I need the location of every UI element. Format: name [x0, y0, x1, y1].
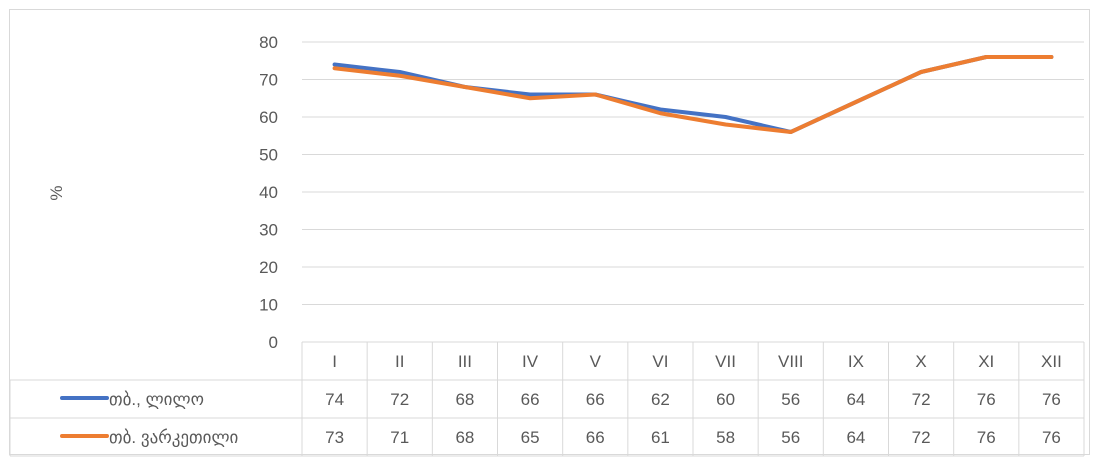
- x-category-label: III: [458, 352, 472, 371]
- x-category-label: VI: [652, 352, 668, 371]
- y-tick-label: 80: [259, 33, 278, 52]
- y-tick-labels: 0 10 20 30 40 50 60 70 80: [259, 33, 278, 352]
- data-table-value: 73: [325, 428, 344, 447]
- data-table-value: 65: [521, 428, 540, 447]
- x-category-label: X: [915, 352, 926, 371]
- x-category-label: IX: [848, 352, 864, 371]
- x-category-label: IV: [522, 352, 539, 371]
- data-table-value: 61: [651, 428, 670, 447]
- data-table-value: 56: [781, 428, 800, 447]
- data-table-value: 76: [1042, 428, 1061, 447]
- data-table-value: 62: [651, 390, 670, 409]
- data-table-value: 58: [716, 428, 735, 447]
- data-table-value: 71: [390, 428, 409, 447]
- x-category-label: I: [332, 352, 337, 371]
- data-table-value: 66: [521, 390, 540, 409]
- legend-series-name: თბ., ლილო: [109, 390, 204, 409]
- data-table-value: 66: [586, 428, 605, 447]
- x-category-label: VIII: [778, 352, 804, 371]
- y-tick-label: 10: [259, 296, 278, 315]
- x-category-label: II: [395, 352, 404, 371]
- legend-series-name: თბ. ვარკეთილი: [109, 428, 238, 447]
- y-tick-label: 0: [269, 333, 278, 352]
- x-category-label: XII: [1041, 352, 1062, 371]
- series-lines: [332, 55, 1054, 134]
- data-table-value: 76: [977, 428, 996, 447]
- data-table-value: 74: [325, 390, 344, 409]
- y-tick-label: 60: [259, 108, 278, 127]
- data-table-value: 66: [586, 390, 605, 409]
- data-table-value: 76: [1042, 390, 1061, 409]
- data-table-value: 64: [846, 428, 865, 447]
- y-tick-label: 40: [259, 183, 278, 202]
- data-table-value: 68: [455, 428, 474, 447]
- y-tick-label: 70: [259, 71, 278, 90]
- data-table-value: 76: [977, 390, 996, 409]
- data-table-value: 68: [455, 390, 474, 409]
- data-table-value: 72: [912, 428, 931, 447]
- data-table-value: 60: [716, 390, 735, 409]
- series-line: [332, 55, 1054, 134]
- chart-border: [9, 9, 1090, 455]
- x-category-label: XI: [978, 352, 994, 371]
- y-tick-label: 20: [259, 258, 278, 277]
- x-category-label: V: [590, 352, 602, 371]
- data-table-value: 72: [912, 390, 931, 409]
- data-table-value: 72: [390, 390, 409, 409]
- data-table-value: 64: [846, 390, 865, 409]
- x-category-label: VII: [715, 352, 736, 371]
- y-tick-label: 50: [259, 146, 278, 165]
- y-tick-label: 30: [259, 221, 278, 240]
- y-axis-label: %: [47, 185, 66, 200]
- data-table-value: 56: [781, 390, 800, 409]
